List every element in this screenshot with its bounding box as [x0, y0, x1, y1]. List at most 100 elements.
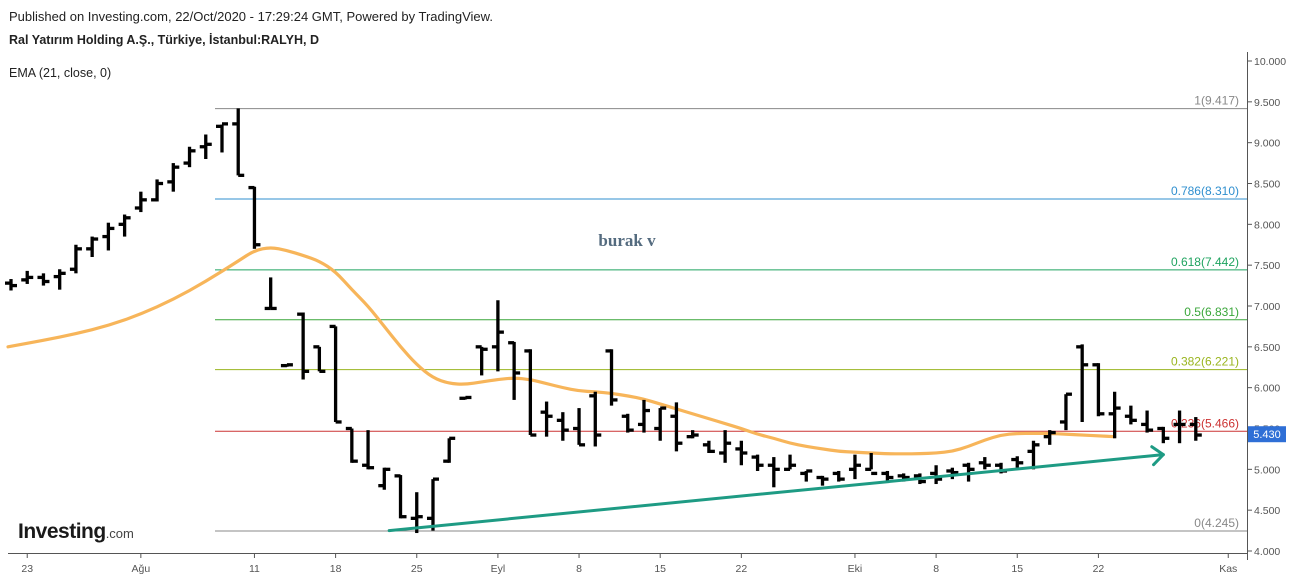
y-tick-label: 4.500 [1254, 505, 1280, 517]
trendline-arrowhead[interactable] [1150, 445, 1165, 467]
ohlc-bar [199, 134, 212, 159]
ohlc-bar [1189, 417, 1202, 441]
ohlc-bar [832, 470, 845, 482]
y-tick-label: 6.500 [1254, 342, 1280, 354]
x-tick-label: 11 [249, 563, 260, 575]
ohlc-bar [21, 270, 34, 284]
y-tick-label: 9.000 [1254, 138, 1280, 150]
ohlc-bar [1059, 392, 1072, 431]
ohlc-bar [1173, 410, 1186, 444]
investing-logo: Investing.com [18, 520, 134, 544]
ohlc-bar [702, 440, 715, 454]
ohlc-bar [280, 363, 293, 368]
ohlc-bars [5, 108, 1202, 534]
ohlc-bar [134, 191, 147, 213]
fib-level-label: 0(4.245) [1194, 516, 1239, 530]
ohlc-bar [232, 108, 245, 177]
ema-line [6, 246, 1117, 456]
x-tick-label: Ağu [131, 563, 150, 575]
ohlc-bar [946, 467, 959, 480]
ohlc-bar [540, 401, 553, 437]
x-tick-label: 22 [736, 563, 748, 575]
ohlc-bar [443, 436, 456, 463]
ohlc-bar [751, 454, 764, 471]
ohlc-bar [930, 465, 943, 485]
ohlc-bar [151, 179, 164, 202]
y-tick-label: 7.500 [1254, 260, 1280, 272]
x-tick-label: 22 [1093, 563, 1105, 575]
last-price-badge [1248, 426, 1286, 443]
ohlc-bar [816, 475, 829, 486]
ohlc-bar [767, 457, 780, 488]
ohlc-bar [605, 349, 618, 406]
ohlc-bar [410, 492, 423, 534]
x-tick-label: 23 [21, 563, 33, 575]
indicator-legend: EMA (21, close, 0) [9, 66, 112, 80]
chart-annotation-text: burak v [598, 231, 656, 250]
ohlc-bar [1108, 391, 1121, 439]
trendline-annotation[interactable] [387, 445, 1165, 533]
ohlc-bar [53, 269, 66, 290]
trendline[interactable] [387, 453, 1165, 533]
ohlc-bar [735, 440, 748, 466]
ohlc-bar [183, 146, 196, 168]
ohlc-bar [459, 395, 472, 400]
fib-level-label: 0.382(6.221) [1171, 355, 1239, 369]
ohlc-bar [1076, 344, 1089, 422]
ohlc-bar [621, 413, 634, 433]
y-tick-label: 8.000 [1254, 219, 1280, 231]
ohlc-bar [394, 474, 407, 519]
x-tick-label: 8 [933, 563, 939, 575]
ohlc-bar [1141, 410, 1154, 433]
ohlc-bar [686, 430, 699, 439]
y-tick-label: 5.000 [1254, 464, 1280, 476]
fib-level-label: 0.236(5.466) [1171, 416, 1239, 430]
fib-level-label: 1(9.417) [1194, 94, 1239, 108]
ohlc-bar [37, 273, 50, 286]
ohlc-bar [865, 453, 878, 476]
y-tick-label: 10.000 [1254, 56, 1286, 68]
logo-brand: Investing [18, 520, 106, 543]
publish-info: Published on Investing.com, 22/Oct/2020 … [9, 9, 493, 24]
ohlc-bar [670, 402, 683, 452]
x-tick-label: 25 [411, 563, 423, 575]
ohlc-bar [784, 454, 797, 471]
ohlc-bar [1124, 405, 1137, 425]
ohlc-bar [1157, 426, 1170, 444]
ohlc-bar [1043, 430, 1056, 445]
ohlc-bar [524, 349, 537, 437]
x-tick-label: 15 [1011, 563, 1023, 575]
ohlc-bar [69, 244, 82, 274]
ohlc-bar [508, 341, 521, 400]
y-tick-label: 8.500 [1254, 179, 1280, 191]
ohlc-bar [848, 454, 861, 480]
y-tick-label: 4.000 [1254, 546, 1280, 558]
x-tick-label: Eyl [491, 563, 506, 575]
x-tick-label: 8 [576, 563, 582, 575]
y-tick-label: 7.000 [1254, 301, 1280, 313]
ohlc-bar [378, 467, 391, 490]
ohlc-bar [654, 406, 667, 441]
ohlc-bar [264, 277, 277, 311]
ohlc-bar [800, 469, 813, 482]
x-tick-label: 15 [654, 563, 666, 575]
ohlc-bar [881, 470, 894, 482]
ohlc-bar [978, 457, 991, 470]
y-tick-label: 6.000 [1254, 383, 1280, 395]
ohlc-bar [345, 426, 358, 463]
ohlc-bar [167, 163, 180, 192]
ohlc-bar [719, 430, 732, 463]
ohlc-bar [962, 462, 975, 482]
fib-level-label: 0.5(6.831) [1184, 305, 1239, 319]
ohlc-bar [86, 236, 99, 257]
ohlc-bar [556, 412, 569, 441]
ohlc-bar [297, 312, 310, 380]
axes: 4.0004.5005.0005.5006.0006.5007.0007.500… [8, 52, 1286, 575]
fib-level-label: 0.618(7.442) [1171, 255, 1239, 269]
ohlc-bar [215, 122, 228, 153]
ohlc-bar [362, 430, 375, 470]
ohlc-bar [1092, 363, 1105, 417]
fib-level-label: 0.786(8.310) [1171, 184, 1239, 198]
ohlc-bar [5, 279, 17, 291]
